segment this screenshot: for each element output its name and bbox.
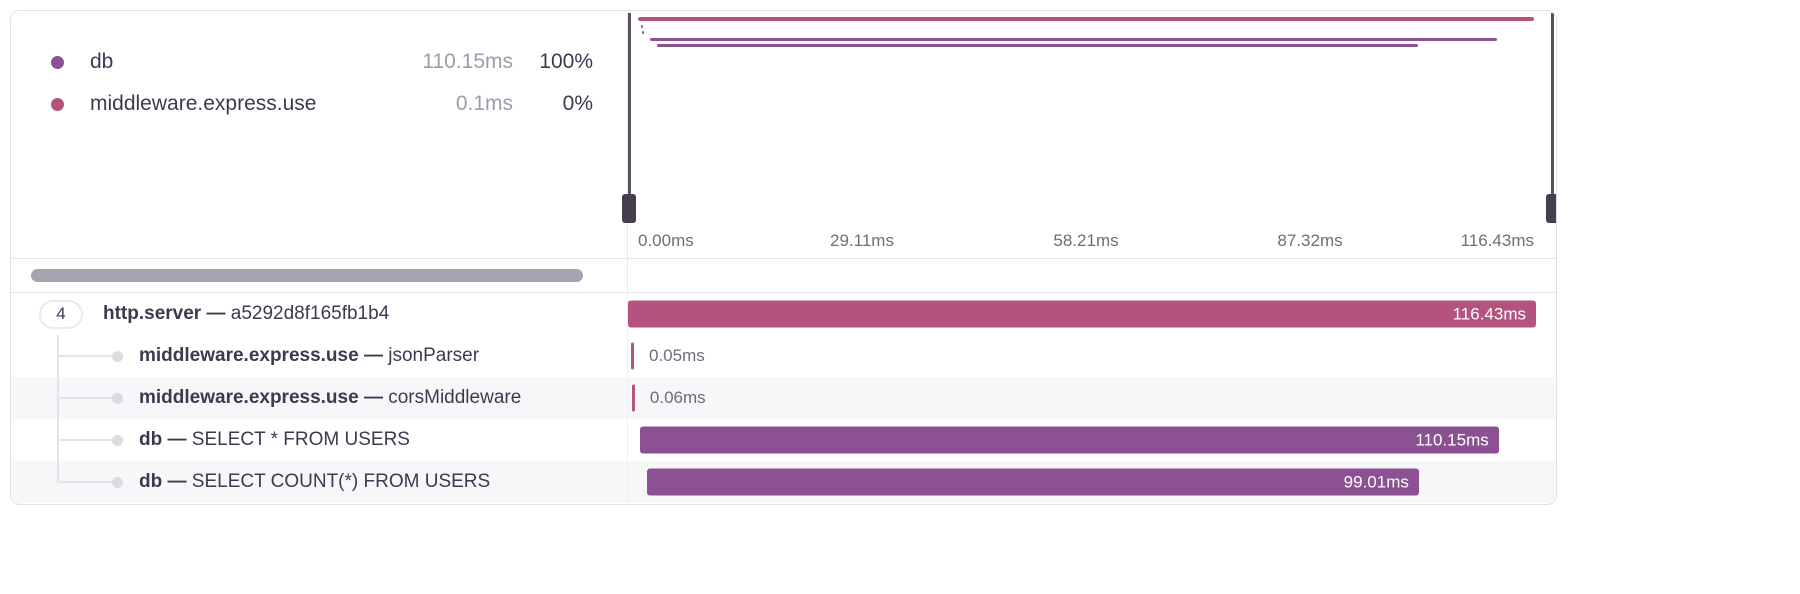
span-operation: corsMiddleware (388, 387, 522, 408)
span-separator: — (162, 429, 192, 450)
span-label-cell: db — SELECT COUNT(*) FROM USERS (11, 461, 628, 503)
span-operation: a5292d8f165fb1b4 (230, 303, 390, 324)
tree-node-dot (112, 477, 123, 488)
duration-bar[interactable]: 99.01ms (647, 468, 1419, 496)
span-label-cell: middleware.express.use — corsMiddleware (11, 377, 628, 419)
axis-tick-label: 87.32ms (1277, 231, 1343, 250)
horizontal-scrollbar-thumb[interactable] (31, 269, 583, 282)
legend-percent: 0% (562, 92, 593, 115)
axis-tick-label: 0.00ms (638, 231, 694, 250)
span-bar-cell: 110.15ms (628, 419, 1536, 461)
span-row[interactable]: db — SELECT COUNT(*) FROM USERS 99.01ms (11, 461, 1556, 503)
axis-tick-label: 116.43ms (1460, 231, 1534, 250)
span-label-cell: 4 http.server — a5292d8f165fb1b4 (11, 293, 628, 335)
span-name: middleware.express.use (139, 345, 359, 366)
brush-right-edge[interactable] (1551, 13, 1554, 223)
duration-bar[interactable] (631, 384, 635, 412)
span-label: http.server — a5292d8f165fb1b4 (103, 303, 389, 325)
brush-left-handle[interactable] (622, 194, 636, 223)
tree-node-dot (112, 435, 123, 446)
minimap-span-bar (641, 31, 644, 34)
span-bar-cell: 116.43ms (628, 293, 1536, 335)
span-name: http.server (103, 303, 202, 324)
span-bar-cell: 0.05ms (628, 335, 1536, 377)
legend-duration: 0.1ms (455, 92, 513, 115)
axis-tick-label: 58.21ms (1053, 231, 1119, 250)
span-label: middleware.express.use — corsMiddleware (139, 387, 521, 409)
duration-label: 0.06ms (649, 388, 706, 407)
duration-bar[interactable] (630, 342, 634, 370)
span-label: middleware.express.use — jsonParser (139, 345, 479, 367)
minimap-bars (638, 11, 1534, 223)
span-bar-cell: 99.01ms (628, 461, 1536, 503)
tree-horizontal-line (57, 355, 113, 357)
minimap-chart[interactable] (622, 11, 1556, 223)
span-bar-cell: 0.06ms (628, 377, 1536, 419)
legend-panel: db 110.15ms 100% middleware.express.use 0.1m… (11, 11, 628, 258)
horizontal-scrollbar-track[interactable] (11, 259, 628, 292)
span-name: middleware.express.use (139, 387, 359, 408)
legend-duration: 110.15ms (422, 50, 513, 73)
axis-tick-label: 29.11ms (830, 231, 894, 250)
span-count-badge[interactable]: 4 (39, 299, 83, 329)
legend-span-name: middleware.express.use (90, 92, 317, 115)
span-label-cell: middleware.express.use — jsonParser (11, 335, 628, 377)
scrollbar-band (11, 259, 1556, 293)
duration-bar[interactable]: 116.43ms (628, 300, 1536, 328)
brush-right-handle[interactable] (1546, 194, 1556, 223)
tree-vertical-line (57, 461, 59, 482)
span-label: db — SELECT COUNT(*) FROM USERS (139, 471, 490, 493)
top-section: db 110.15ms 100% middleware.express.use 0.1m… (11, 11, 1556, 259)
span-row[interactable]: 4 http.server — a5292d8f165fb1b4 116.43ms (11, 293, 1556, 335)
tree-horizontal-line (57, 397, 113, 399)
minimap-span-bar (638, 17, 1534, 21)
duration-label: 110.15ms (1415, 430, 1489, 449)
scrollbar-band-right (628, 259, 1556, 292)
span-separator: — (201, 303, 231, 324)
legend-item[interactable]: db 110.15ms 100% (51, 41, 593, 83)
span-label: db — SELECT * FROM USERS (139, 429, 410, 451)
span-row[interactable]: middleware.express.use — corsMiddleware 0… (11, 377, 1556, 419)
span-name: db (139, 429, 163, 450)
span-separator: — (358, 387, 389, 408)
minimap-span-bar (640, 25, 643, 28)
trace-waterfall-panel: db 110.15ms 100% middleware.express.use 0.1m… (10, 10, 1557, 505)
tree-horizontal-line (57, 481, 113, 483)
duration-label: 116.43ms (1452, 304, 1526, 323)
minimap-panel: 0.00ms 29.11ms 58.21ms 87.32ms 116.43ms (622, 11, 1556, 259)
time-axis: 0.00ms 29.11ms 58.21ms 87.32ms 116.43ms (638, 223, 1534, 259)
span-row[interactable]: middleware.express.use — jsonParser 0.05m… (11, 335, 1556, 377)
span-operation: SELECT COUNT(*) FROM USERS (191, 471, 491, 492)
legend-span-name: db (90, 50, 114, 73)
tree-node-dot (112, 393, 123, 404)
span-list: 4 http.server — a5292d8f165fb1b4 116.43ms m… (11, 293, 1556, 503)
span-separator: — (162, 471, 192, 492)
tree-node-dot (112, 351, 123, 362)
duration-label: 0.05ms (648, 346, 705, 365)
duration-bar[interactable]: 110.15ms (639, 426, 1499, 454)
minimap-span-bar (649, 38, 1498, 41)
minimap-span-bar (656, 44, 1419, 47)
span-separator: — (358, 345, 389, 366)
span-operation: SELECT * FROM USERS (191, 429, 410, 450)
span-name: db (139, 471, 163, 492)
legend-percent: 100% (539, 50, 593, 73)
tree-horizontal-line (57, 439, 113, 441)
legend-item[interactable]: middleware.express.use 0.1ms 0% (51, 83, 593, 125)
legend-color-dot (51, 97, 64, 111)
span-operation: jsonParser (388, 345, 480, 366)
duration-label: 99.01ms (1343, 472, 1409, 491)
brush-left-edge[interactable] (628, 13, 631, 223)
span-row[interactable]: db — SELECT * FROM USERS 110.15ms (11, 419, 1556, 461)
legend-color-dot (51, 55, 64, 69)
span-label-cell: db — SELECT * FROM USERS (11, 419, 628, 461)
